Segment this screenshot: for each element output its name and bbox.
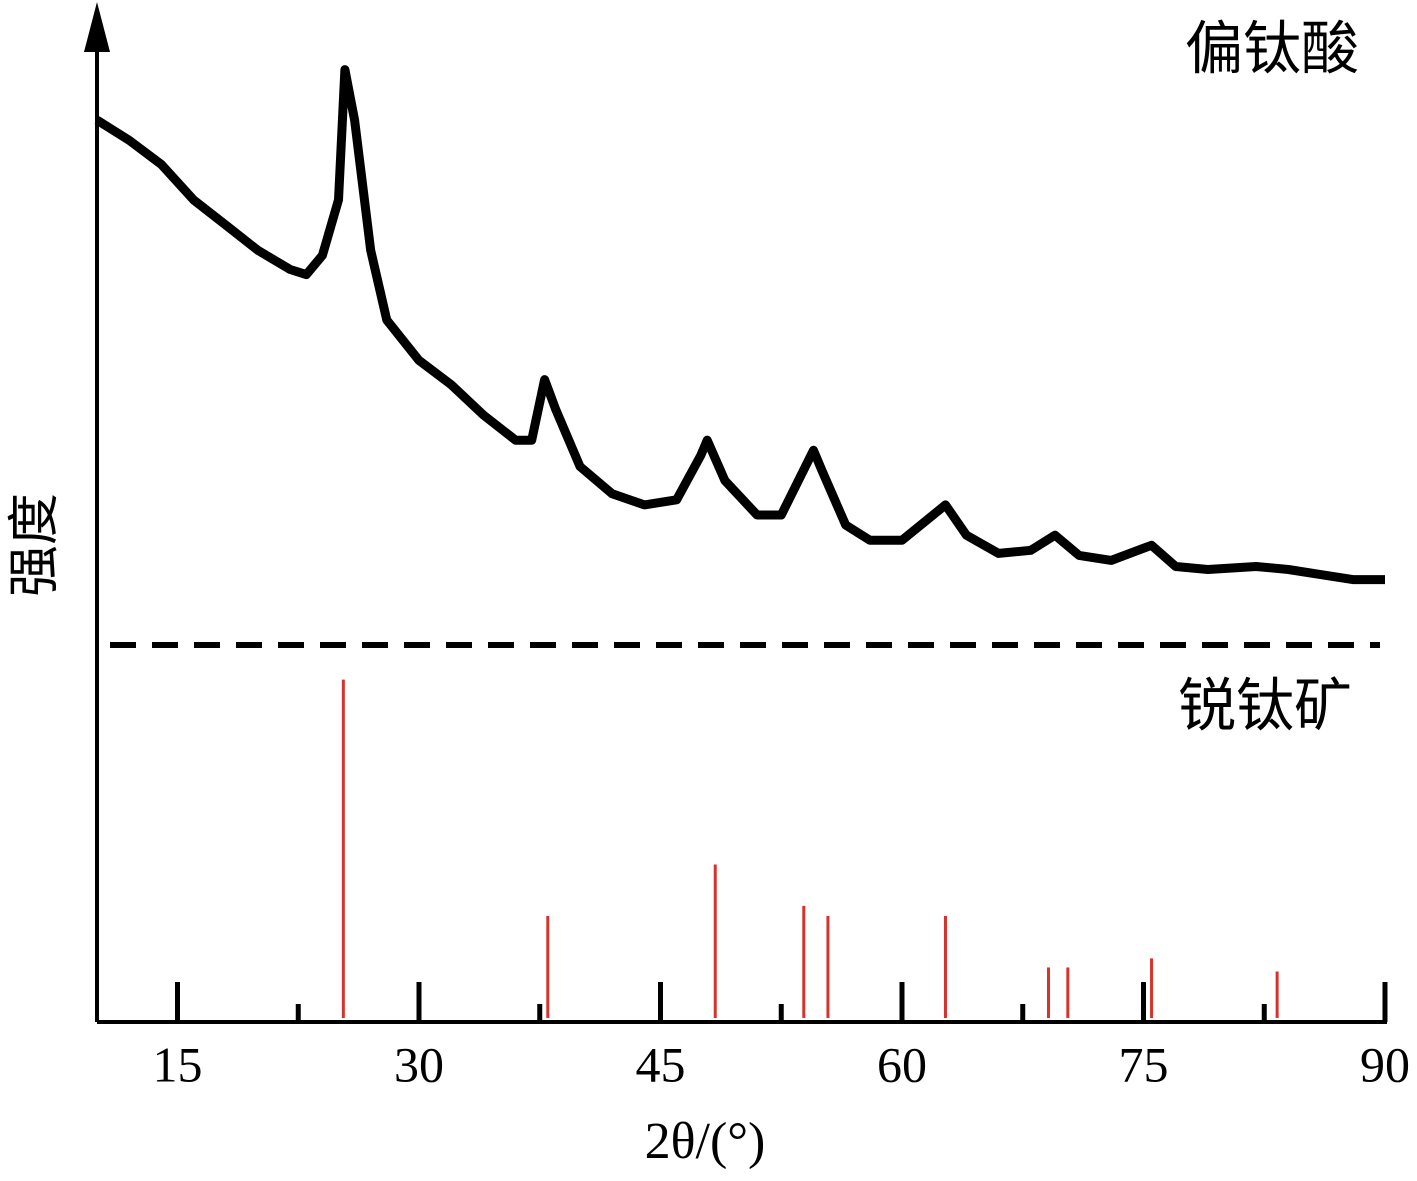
pattern-line [94, 65, 1385, 585]
x-tick-label: 30 [394, 1036, 444, 1092]
x-tick-label: 60 [877, 1036, 927, 1092]
y-axis-label: 强度 [7, 493, 64, 597]
x-axis-label: 2θ/(°) [645, 1113, 766, 1170]
x-tick-label: 45 [636, 1036, 686, 1092]
x-tick-label: 15 [153, 1036, 203, 1092]
x-tick-label: 90 [1360, 1036, 1410, 1092]
x-tick-label: 75 [1119, 1036, 1169, 1092]
series-label: 偏钛酸 [1185, 16, 1359, 81]
series-label: 锐钛矿 [1178, 673, 1352, 738]
y-axis-arrow [84, 2, 110, 52]
